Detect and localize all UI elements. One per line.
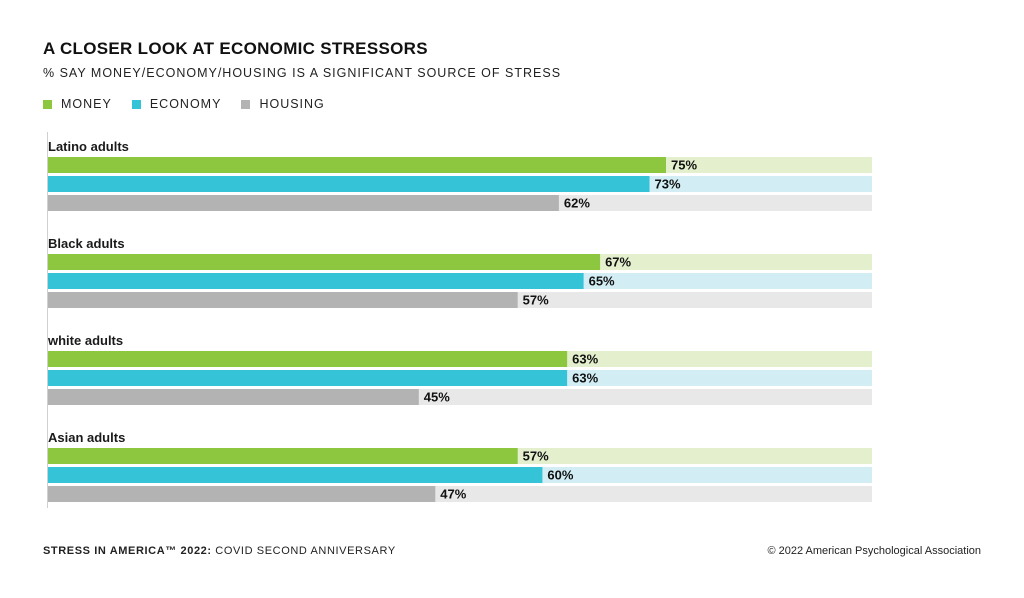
- data-label: 73%: [655, 177, 681, 192]
- category-label: Asian adults: [48, 430, 125, 445]
- bar-money: [48, 157, 666, 173]
- data-label: 45%: [424, 390, 450, 405]
- bar-economy: [48, 176, 650, 192]
- category-label: Black adults: [48, 236, 125, 251]
- data-label: 75%: [671, 158, 697, 173]
- bar-housing: [48, 195, 559, 211]
- data-label: 67%: [605, 255, 631, 270]
- data-label: 60%: [547, 468, 573, 483]
- bar-housing: [48, 389, 419, 405]
- data-label: 65%: [589, 274, 615, 289]
- data-label: 63%: [572, 371, 598, 386]
- bar-money: [48, 254, 601, 270]
- legend-item-housing: HOUSING: [241, 97, 324, 111]
- legend: MONEY ECONOMY HOUSING: [43, 97, 325, 111]
- data-label: 57%: [523, 449, 549, 464]
- footer-source: STRESS IN AMERICA™ 2022: COVID SECOND AN…: [43, 545, 396, 557]
- bar-economy: [48, 370, 568, 386]
- data-label: 47%: [440, 487, 466, 502]
- chart-subtitle: % SAY MONEY/ECONOMY/HOUSING IS A SIGNIFI…: [43, 66, 562, 80]
- legend-item-economy: ECONOMY: [131, 97, 222, 111]
- legend-swatch-economy: [131, 99, 141, 109]
- legend-swatch-money: [43, 99, 52, 109]
- legend-swatch-housing: [241, 99, 251, 109]
- legend-item-money: MONEY: [43, 97, 112, 111]
- category-label: white adults: [47, 333, 123, 348]
- bar-housing: [48, 486, 436, 502]
- category-label: Latino adults: [48, 139, 129, 154]
- bar-money: [48, 448, 518, 464]
- footer-source-subtitle: COVID SECOND ANNIVERSARY: [211, 545, 396, 557]
- data-label: 57%: [523, 293, 549, 308]
- footer-source-title: STRESS IN AMERICA™ 2022:: [43, 545, 212, 557]
- chart-title: A CLOSER LOOK AT ECONOMIC STRESSORS: [43, 39, 428, 58]
- legend-label-economy: ECONOMY: [149, 97, 222, 111]
- bar-money: [48, 351, 568, 367]
- bar-economy: [48, 273, 584, 289]
- footer-copyright: © 2022 American Psychological Associatio…: [767, 545, 981, 557]
- bar-economy: [48, 467, 543, 483]
- data-label: 62%: [564, 196, 590, 211]
- legend-label-housing: HOUSING: [259, 97, 325, 111]
- data-label: 63%: [572, 352, 598, 367]
- bar-housing: [48, 292, 518, 308]
- legend-label-money: MONEY: [61, 97, 112, 111]
